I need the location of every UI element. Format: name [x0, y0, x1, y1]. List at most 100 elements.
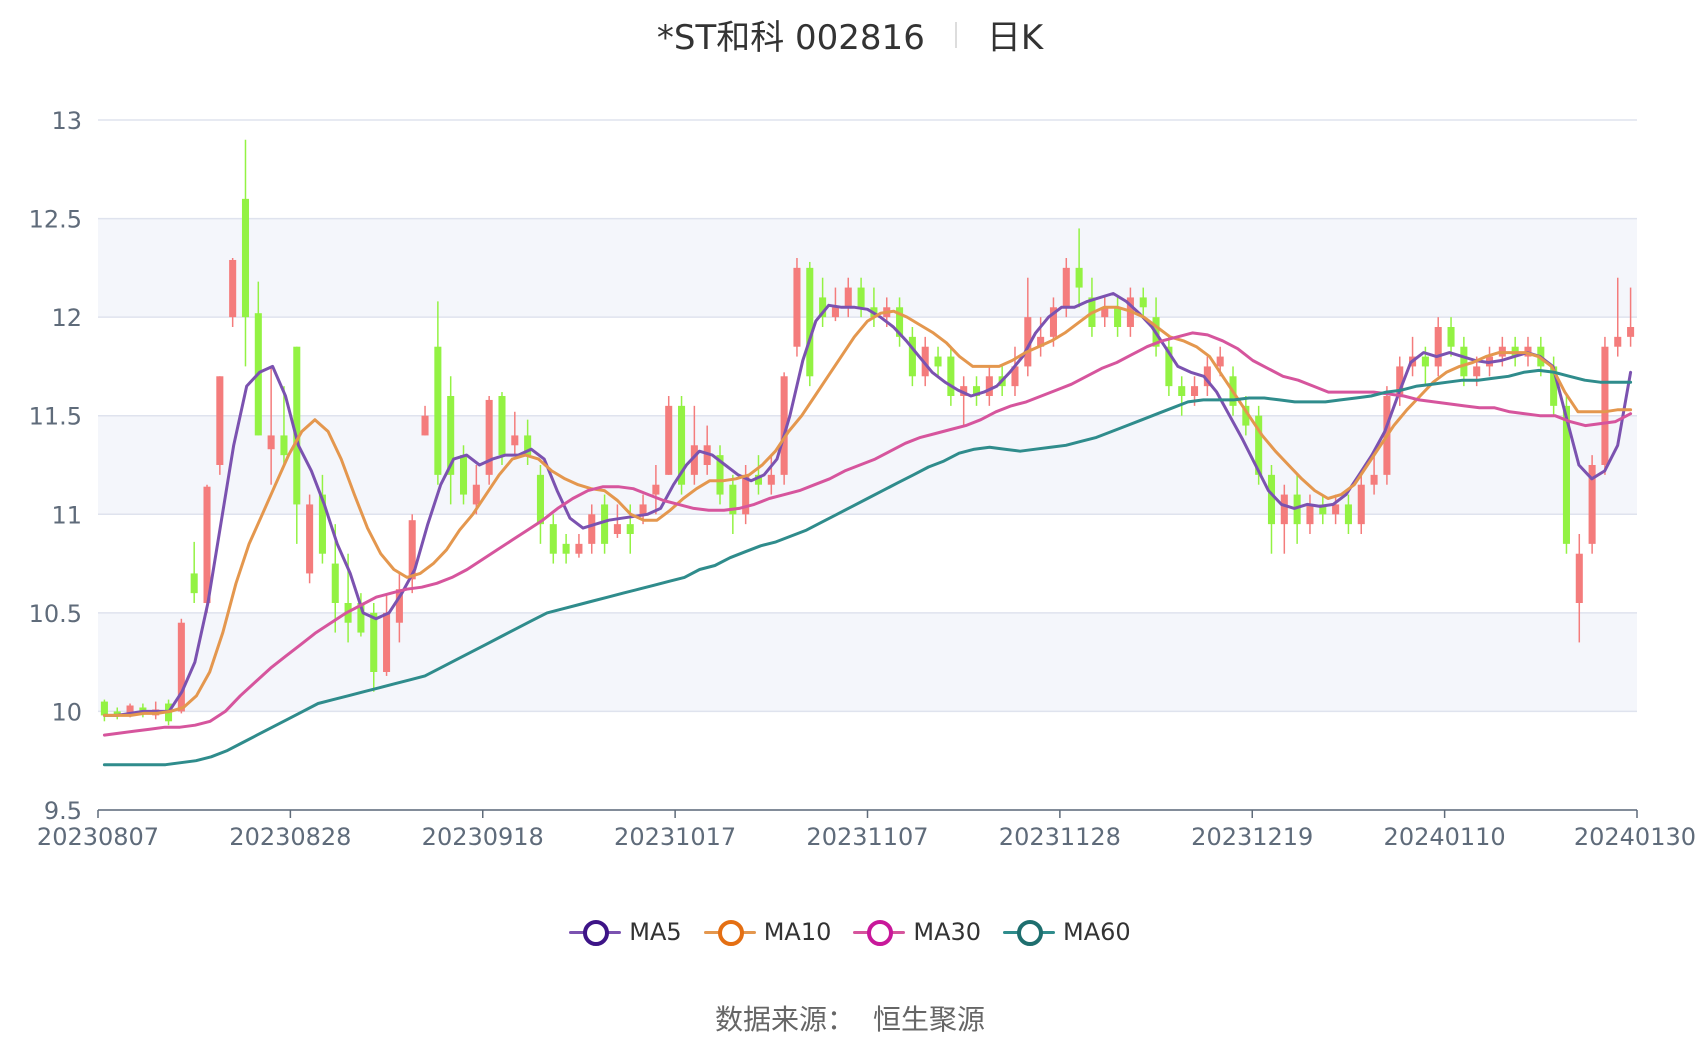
candle-body — [1434, 327, 1442, 367]
candle-body — [1101, 307, 1109, 318]
candle-body — [1114, 307, 1122, 327]
candle-body — [1588, 465, 1596, 544]
candle-body — [1203, 366, 1211, 387]
candle-body — [357, 603, 365, 633]
candle-body — [485, 399, 493, 475]
candle-body — [1062, 267, 1070, 308]
candle-body — [280, 435, 288, 456]
candle-body — [780, 376, 788, 475]
x-tick-label: 20231219 — [1191, 823, 1313, 851]
candle-body — [1191, 386, 1199, 396]
title-separator — [954, 21, 957, 48]
legend-label: MA10 — [763, 918, 832, 946]
y-tick-label: 11 — [51, 501, 82, 529]
candle-body — [1037, 336, 1045, 347]
legend-item-ma5[interactable]: MA5 — [569, 918, 682, 946]
x-tick-label: 20231128 — [999, 823, 1121, 851]
candle-body — [767, 474, 775, 485]
candle-body — [1332, 504, 1340, 515]
candle-body — [306, 504, 314, 574]
x-tick-label: 20231017 — [614, 823, 736, 851]
candle-body — [229, 259, 237, 318]
candle-body — [1255, 415, 1263, 475]
candle-body — [536, 474, 544, 525]
candle-body — [742, 474, 750, 515]
candle-body — [972, 386, 981, 396]
candle-body — [1396, 366, 1404, 396]
candle-body — [1306, 504, 1314, 525]
legend-item-ma60[interactable]: MA60 — [1003, 918, 1131, 946]
candle-body — [1614, 336, 1622, 347]
candle-body — [1242, 405, 1250, 426]
chart-title: *ST和科 002816 日K — [0, 10, 1700, 59]
candle-body — [318, 494, 326, 554]
candle-body — [267, 435, 275, 450]
candle-body — [1216, 356, 1224, 367]
candle-body — [985, 376, 993, 396]
candle-body — [1627, 327, 1635, 337]
candle-body — [575, 543, 583, 554]
data-source: 数据来源： 恒生聚源 — [0, 998, 1700, 1038]
candle-body — [524, 435, 532, 456]
candle-body — [190, 573, 198, 594]
candle-body — [498, 396, 506, 456]
candle-body — [203, 486, 211, 603]
candle-body — [370, 612, 378, 672]
grid-band — [98, 612, 1637, 712]
candle-body — [921, 346, 929, 377]
candle-body — [819, 297, 827, 318]
y-tick-label: 9.5 — [44, 797, 82, 825]
candle-body — [934, 356, 942, 367]
candle-body — [1447, 327, 1455, 347]
y-tick-label: 11.5 — [29, 403, 82, 431]
candle-body — [383, 612, 391, 672]
candle-body — [447, 396, 455, 475]
x-tick-label: 20240130 — [1574, 823, 1696, 851]
x-tick-label: 20240110 — [1384, 823, 1506, 851]
candle-body — [703, 445, 711, 465]
candle-body — [511, 435, 519, 446]
candle-body — [1011, 366, 1019, 387]
candle-body — [1357, 484, 1365, 525]
candle-body — [421, 415, 429, 436]
candle-body — [601, 504, 609, 544]
candle-body — [1460, 346, 1468, 377]
legend-item-ma30[interactable]: MA30 — [853, 918, 981, 946]
candle-body — [1024, 317, 1032, 367]
legend-item-ma10[interactable]: MA10 — [703, 918, 832, 946]
candle-body — [729, 484, 737, 515]
candle-body — [113, 711, 121, 716]
candle-body — [241, 198, 250, 318]
candle-body — [1562, 405, 1570, 544]
candle-body — [1601, 346, 1609, 465]
period-tab[interactable]: 日K — [986, 18, 1044, 58]
candle-body — [1421, 356, 1429, 367]
legend-label: MA5 — [629, 918, 682, 946]
x-tick-label: 20231107 — [806, 823, 928, 851]
candle-body — [1075, 267, 1083, 288]
candle-body — [177, 622, 185, 712]
candle-body — [395, 589, 403, 623]
candle-body — [216, 376, 224, 465]
candle-body — [639, 504, 647, 515]
candle-body — [1049, 307, 1057, 337]
candle-body — [678, 405, 686, 485]
y-tick-label: 12 — [51, 304, 82, 332]
candle-body — [1267, 474, 1276, 525]
candle-body — [1575, 553, 1583, 603]
candle-body — [831, 307, 839, 318]
candle-body — [908, 336, 916, 377]
x-tick-label: 20230828 — [229, 823, 351, 851]
candle-body — [665, 405, 673, 475]
legend-label: MA30 — [913, 918, 982, 946]
y-tick-label: 12.5 — [29, 206, 82, 234]
candle-body — [1370, 474, 1378, 485]
candle-body — [459, 455, 468, 495]
candle-body — [652, 484, 660, 495]
legend-marker-icon — [703, 918, 756, 946]
candle-body — [1165, 346, 1173, 387]
candle-body — [844, 287, 852, 308]
candle-body — [1280, 494, 1288, 525]
